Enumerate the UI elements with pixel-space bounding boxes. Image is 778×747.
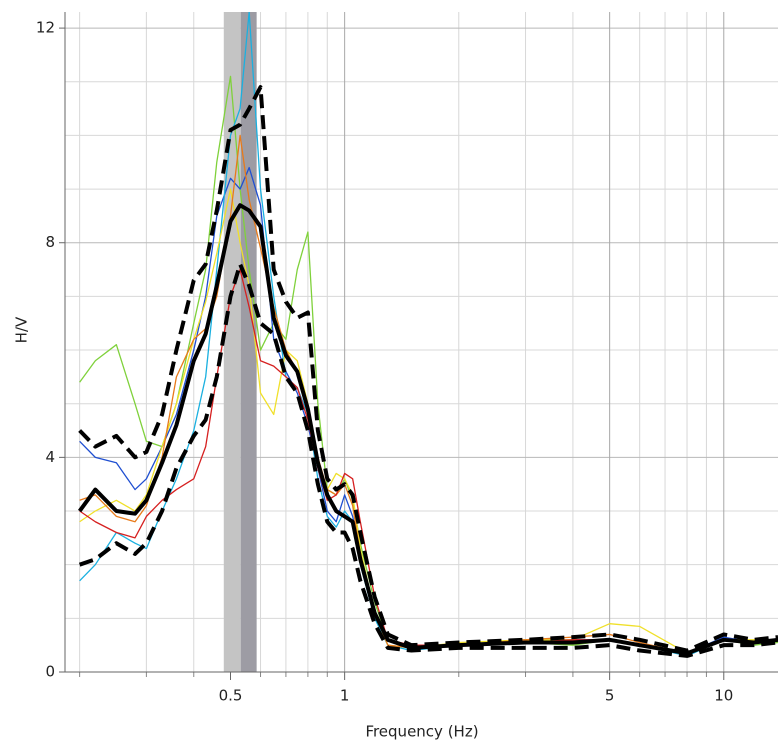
x-tick-label: 1: [340, 687, 350, 705]
axes: 0 4 8 12 0.5 1 5 10: [36, 12, 778, 705]
series-line: [78, 203, 778, 656]
x-tick-label: 5: [605, 687, 615, 705]
plot-area: [65, 12, 778, 672]
grid: [65, 12, 778, 673]
x-tick-label: 10: [714, 687, 733, 705]
y-tick-label: 12: [36, 19, 55, 37]
x-axis-label: Frequency (Hz): [365, 723, 478, 741]
x-tick-label: 0.5: [219, 687, 243, 705]
series-line: [78, 85, 778, 653]
y-tick-label: 8: [45, 233, 55, 251]
curves: [78, 12, 778, 658]
y-axis-label: H/V: [13, 316, 31, 343]
y-tick-label: 4: [45, 448, 55, 466]
peak-band: [223, 12, 257, 672]
y-tick-label: 0: [45, 663, 55, 681]
series-line: [78, 262, 778, 658]
peak-band-range: [223, 12, 241, 672]
